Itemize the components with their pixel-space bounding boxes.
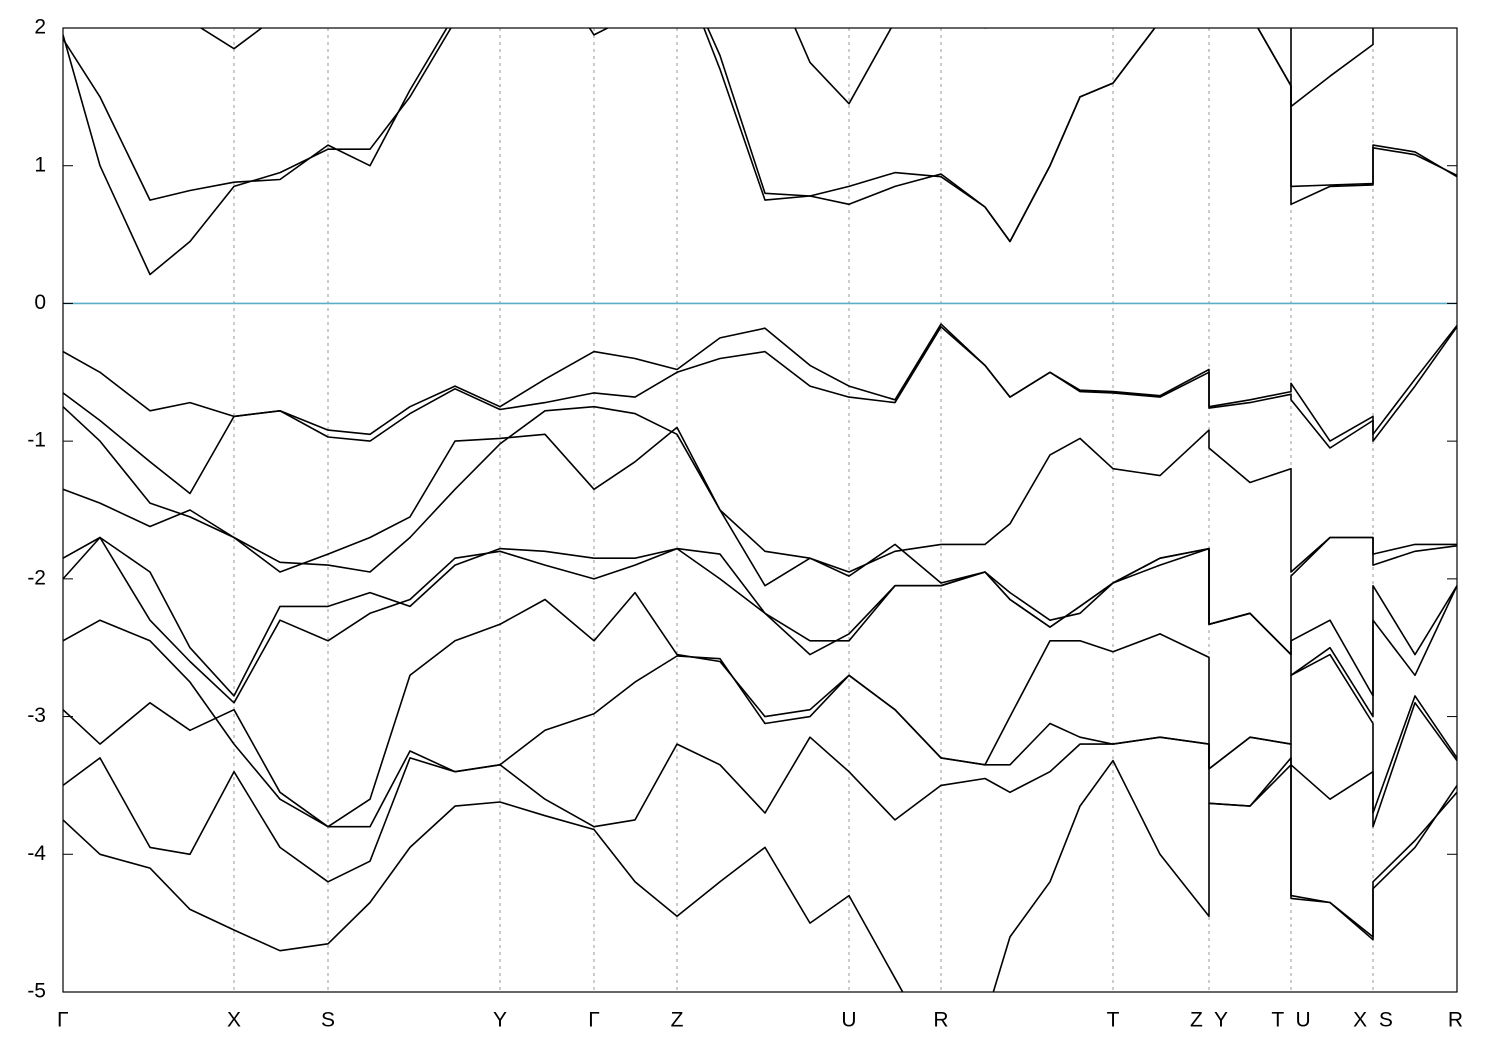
band-line (199, 28, 1374, 108)
x-tick-label: R (933, 1009, 948, 1032)
y-tick-label: 0 (34, 291, 46, 314)
band-line (63, 759, 1457, 992)
band-line (63, 736, 1457, 938)
band-line (63, 28, 1457, 276)
band-line (63, 406, 1457, 573)
y-tick-label: 2 (34, 16, 46, 39)
x-tick-label: Y (493, 1009, 507, 1032)
y-tick-label: -3 (27, 704, 46, 727)
y-tick-label: -1 (27, 429, 46, 452)
band-line (63, 326, 1457, 495)
band-line (63, 323, 1457, 442)
x-tick-label: U (841, 1009, 856, 1032)
plot-frame (62, 27, 1458, 993)
y-tick-label: -2 (27, 566, 46, 589)
x-tick-label: Γ (57, 1009, 69, 1032)
y-tick-label: 1 (34, 153, 46, 176)
x-tick-label: R (1448, 1009, 1463, 1032)
band-line (63, 28, 1457, 243)
ticks: -5 -4 -3 -2 -1 0 1 2 Γ X S Y Γ Z U R T Z Y T U X S R (27, 16, 1463, 1032)
band-line (63, 655, 1457, 828)
x-tick-label: T (1107, 1009, 1120, 1032)
band-line (63, 536, 1457, 718)
y-tick-label: -5 (27, 980, 46, 1003)
plot-area (63, 28, 1457, 992)
x-tick-label: S (321, 1009, 335, 1032)
x-tick-label: Γ (588, 1009, 600, 1032)
x-tick-label: T U (1271, 1009, 1310, 1032)
x-tick-label: Z Y (1190, 1009, 1228, 1032)
band-line (63, 591, 1457, 828)
grid (233, 28, 1374, 992)
band-line (63, 405, 1457, 656)
x-tick-label: Z (671, 1009, 684, 1032)
x-tick-label: X S (1353, 1009, 1393, 1032)
y-tick-label: -4 (27, 842, 46, 865)
x-tick-label: X (227, 1009, 241, 1032)
band-line (63, 536, 1457, 697)
